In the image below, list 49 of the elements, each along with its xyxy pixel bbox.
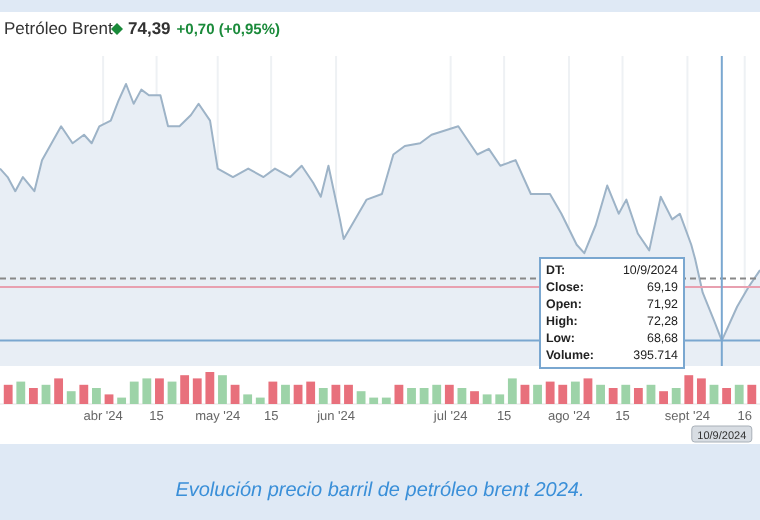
bar bbox=[117, 397, 127, 404]
bar bbox=[457, 388, 467, 404]
bar bbox=[394, 384, 404, 404]
bar bbox=[533, 384, 542, 404]
bar bbox=[596, 384, 605, 404]
bar bbox=[621, 384, 631, 404]
bar bbox=[507, 378, 517, 404]
chart-title: Petróleo Brent bbox=[4, 18, 114, 38]
bar bbox=[66, 391, 76, 404]
bar bbox=[444, 384, 454, 404]
bar bbox=[243, 394, 253, 404]
bar bbox=[684, 375, 694, 404]
bar bbox=[734, 384, 744, 404]
bar bbox=[79, 384, 89, 404]
bar bbox=[722, 388, 732, 404]
bar bbox=[268, 381, 278, 404]
bar bbox=[407, 388, 416, 404]
bar bbox=[92, 388, 101, 404]
bar bbox=[381, 397, 391, 404]
text: Evolución precio barril de petróleo brent 2024. bbox=[175, 480, 585, 502]
bar bbox=[608, 388, 618, 404]
bar bbox=[633, 388, 643, 404]
bar bbox=[54, 378, 64, 404]
bar bbox=[671, 388, 681, 404]
bar bbox=[281, 384, 290, 404]
bar bbox=[520, 384, 530, 404]
bar bbox=[470, 391, 479, 404]
bar bbox=[344, 384, 353, 404]
bar bbox=[659, 391, 668, 404]
bar bbox=[218, 375, 227, 404]
bar bbox=[293, 384, 303, 404]
bar bbox=[155, 378, 164, 404]
bar bbox=[696, 378, 706, 404]
bar bbox=[3, 384, 13, 404]
bar bbox=[180, 375, 190, 404]
bar bbox=[16, 381, 26, 404]
bar bbox=[230, 384, 240, 404]
bar bbox=[646, 384, 656, 404]
bar bbox=[583, 378, 593, 404]
bar bbox=[306, 381, 316, 404]
bar bbox=[41, 384, 51, 404]
bar bbox=[570, 381, 580, 404]
bar bbox=[28, 388, 38, 404]
bar bbox=[104, 394, 114, 404]
bar bbox=[747, 384, 757, 404]
bar bbox=[318, 388, 328, 404]
bar bbox=[709, 384, 719, 404]
bar bbox=[331, 384, 341, 404]
bar bbox=[255, 397, 265, 404]
